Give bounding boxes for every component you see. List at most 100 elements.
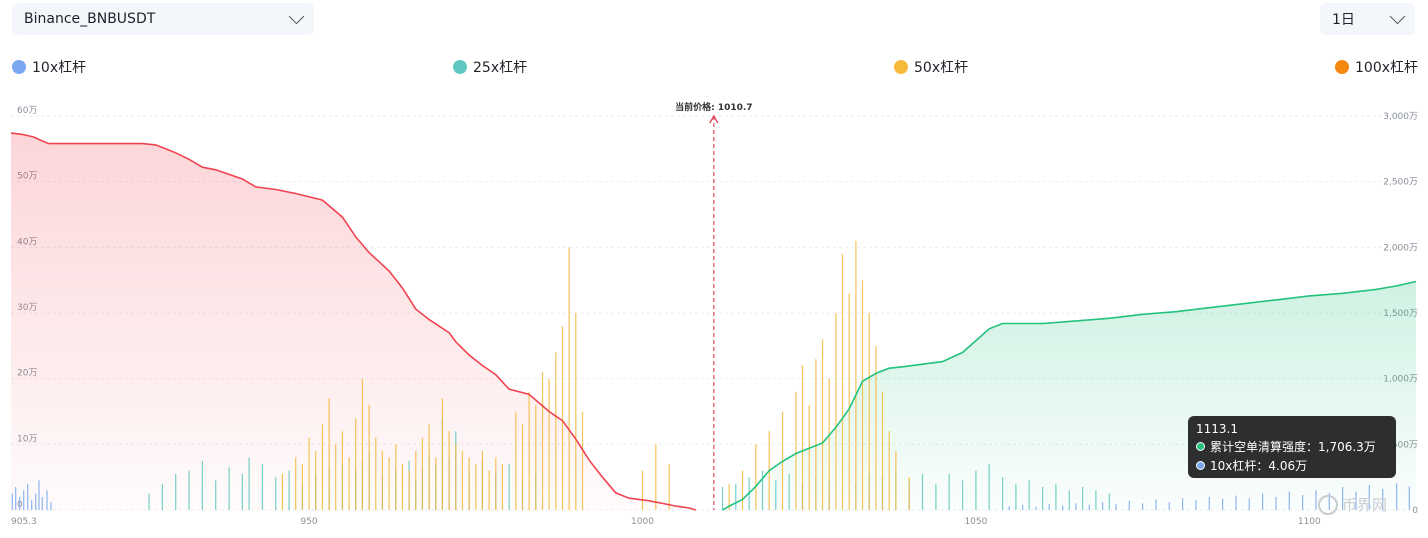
trading-pair-select[interactable]: Binance_BNBUSDT: [12, 3, 314, 35]
bar-50x杠杆: [395, 444, 397, 510]
bar-25x杠杆: [975, 470, 977, 510]
legend-item-10x[interactable]: 10x杠杆: [12, 57, 86, 77]
bar-50x杠杆: [808, 404, 810, 510]
bar-10x杠杆: [1088, 504, 1090, 510]
y-tick-left: 60万: [17, 106, 37, 116]
y-tick-right: 3,000万: [1383, 112, 1418, 122]
bar-10x杠杆: [1062, 505, 1064, 510]
bar-50x杠杆: [295, 457, 297, 510]
bar-50x杠杆: [281, 473, 283, 510]
bar-10x杠杆: [1342, 487, 1344, 510]
bar-10x杠杆: [1155, 499, 1157, 510]
bar-50x杠杆: [815, 359, 817, 510]
y-tick-right: 2,000万: [1383, 243, 1418, 253]
bar-50x杠杆: [801, 365, 804, 510]
bar-25x杠杆: [1028, 480, 1030, 510]
y-tick-right: 0: [1412, 506, 1418, 516]
line-long: [10, 132, 697, 511]
interval-select[interactable]: 1日: [1320, 3, 1415, 35]
bar-50x杠杆: [895, 450, 897, 510]
area-fill-long: [11, 133, 696, 510]
bar-10x杠杆: [1262, 493, 1264, 510]
bar-50x杠杆: [308, 437, 310, 510]
bar-50x杠杆: [375, 437, 377, 510]
bar-25x杠杆: [921, 473, 924, 510]
x-tick: 1050: [964, 517, 987, 527]
x-tick: 1000: [631, 517, 654, 527]
chevron-down-icon: [1389, 8, 1406, 25]
bar-50x杠杆: [835, 313, 837, 510]
bar-50x杠杆: [388, 457, 390, 510]
bar-10x杠杆: [35, 493, 37, 510]
bar-50x杠杆: [575, 313, 577, 510]
legend-dot-icon: [12, 60, 26, 74]
bar-50x杠杆: [855, 240, 857, 511]
bar-50x杠杆: [868, 313, 870, 510]
bar-25x杠杆: [175, 473, 177, 510]
bar-50x杠杆: [541, 372, 544, 510]
bar-10x杠杆: [38, 480, 40, 510]
legend-item-50x[interactable]: 50x杠杆: [894, 57, 968, 77]
bar-10x杠杆: [1288, 491, 1290, 510]
bar-10x杠杆: [1355, 491, 1357, 510]
bar-10x杠杆: [46, 490, 48, 510]
bar-50x杠杆: [561, 326, 564, 510]
bar-10x杠杆: [41, 496, 43, 510]
bar-50x杠杆: [655, 444, 657, 510]
bar-50x杠杆: [335, 444, 337, 510]
bar-50x杠杆: [401, 464, 403, 510]
bar-50x杠杆: [455, 444, 457, 510]
bar-50x杠杆: [481, 450, 483, 510]
bar-50x杠杆: [528, 391, 530, 510]
bar-10x杠杆: [1008, 506, 1010, 510]
bar-50x杠杆: [488, 470, 490, 510]
bar-10x杠杆: [1102, 502, 1104, 510]
legend-item-100x[interactable]: 100x杠杆: [1335, 57, 1418, 77]
bar-25x杠杆: [1015, 483, 1017, 510]
bar-50x杠杆: [755, 444, 757, 510]
bar-50x杠杆: [568, 247, 570, 511]
legend-dot-icon: [453, 60, 467, 74]
chart-tooltip: 1113.1 累计空单清算强度：1,706.3万 10x杠杆：4.06万: [1188, 416, 1396, 478]
bar-10x杠杆: [50, 502, 52, 510]
bar-25x杠杆: [148, 493, 150, 510]
bar-50x杠杆: [315, 450, 317, 510]
bar-50x杠杆: [301, 464, 303, 510]
bar-25x杠杆: [215, 480, 217, 510]
legend-label: 50x杠杆: [914, 60, 969, 76]
bar-50x杠杆: [581, 411, 584, 510]
bar-25x杠杆: [1095, 490, 1097, 510]
watermark: 币界网: [1318, 494, 1387, 515]
watermark-text: 币界网: [1342, 496, 1388, 514]
bar-25x杠杆: [508, 464, 510, 510]
bar-50x杠杆: [361, 378, 363, 510]
bar-50x杠杆: [428, 424, 430, 510]
bar-25x杠杆: [201, 460, 203, 511]
bar-10x杠杆: [1022, 504, 1024, 510]
liquidation-chart[interactable]: 010万20万30万40万50万60万0500万1,000万1,500万2,00…: [0, 92, 1428, 532]
bar-50x杠杆: [435, 457, 437, 510]
legend-item-25x[interactable]: 25x杠杆: [453, 57, 527, 77]
bar-10x杠杆: [1248, 498, 1250, 510]
bar-25x杠杆: [1042, 487, 1044, 510]
bar-25x杠杆: [721, 487, 724, 510]
bar-50x杠杆: [468, 457, 470, 510]
bar-50x杠杆: [368, 404, 370, 510]
bar-25x杠杆: [735, 483, 737, 510]
bar-50x杠杆: [381, 450, 383, 510]
bar-10x杠杆: [1035, 506, 1037, 510]
x-tick: 950: [300, 517, 317, 527]
bar-25x杠杆: [935, 483, 937, 510]
bar-10x杠杆: [1208, 496, 1210, 510]
bar-10x杠杆: [1408, 486, 1410, 510]
bar-25x杠杆: [161, 483, 163, 510]
bar-25x杠杆: [761, 470, 764, 510]
bar-10x杠杆: [1315, 490, 1317, 510]
bar-10x杠杆: [27, 483, 29, 510]
bar-50x杠杆: [548, 378, 550, 510]
bar-50x杠杆: [475, 464, 477, 510]
bar-25x杠杆: [1082, 487, 1084, 510]
bar-10x杠杆: [1128, 500, 1130, 510]
bar-50x杠杆: [795, 391, 797, 510]
bar-50x杠杆: [521, 424, 524, 510]
